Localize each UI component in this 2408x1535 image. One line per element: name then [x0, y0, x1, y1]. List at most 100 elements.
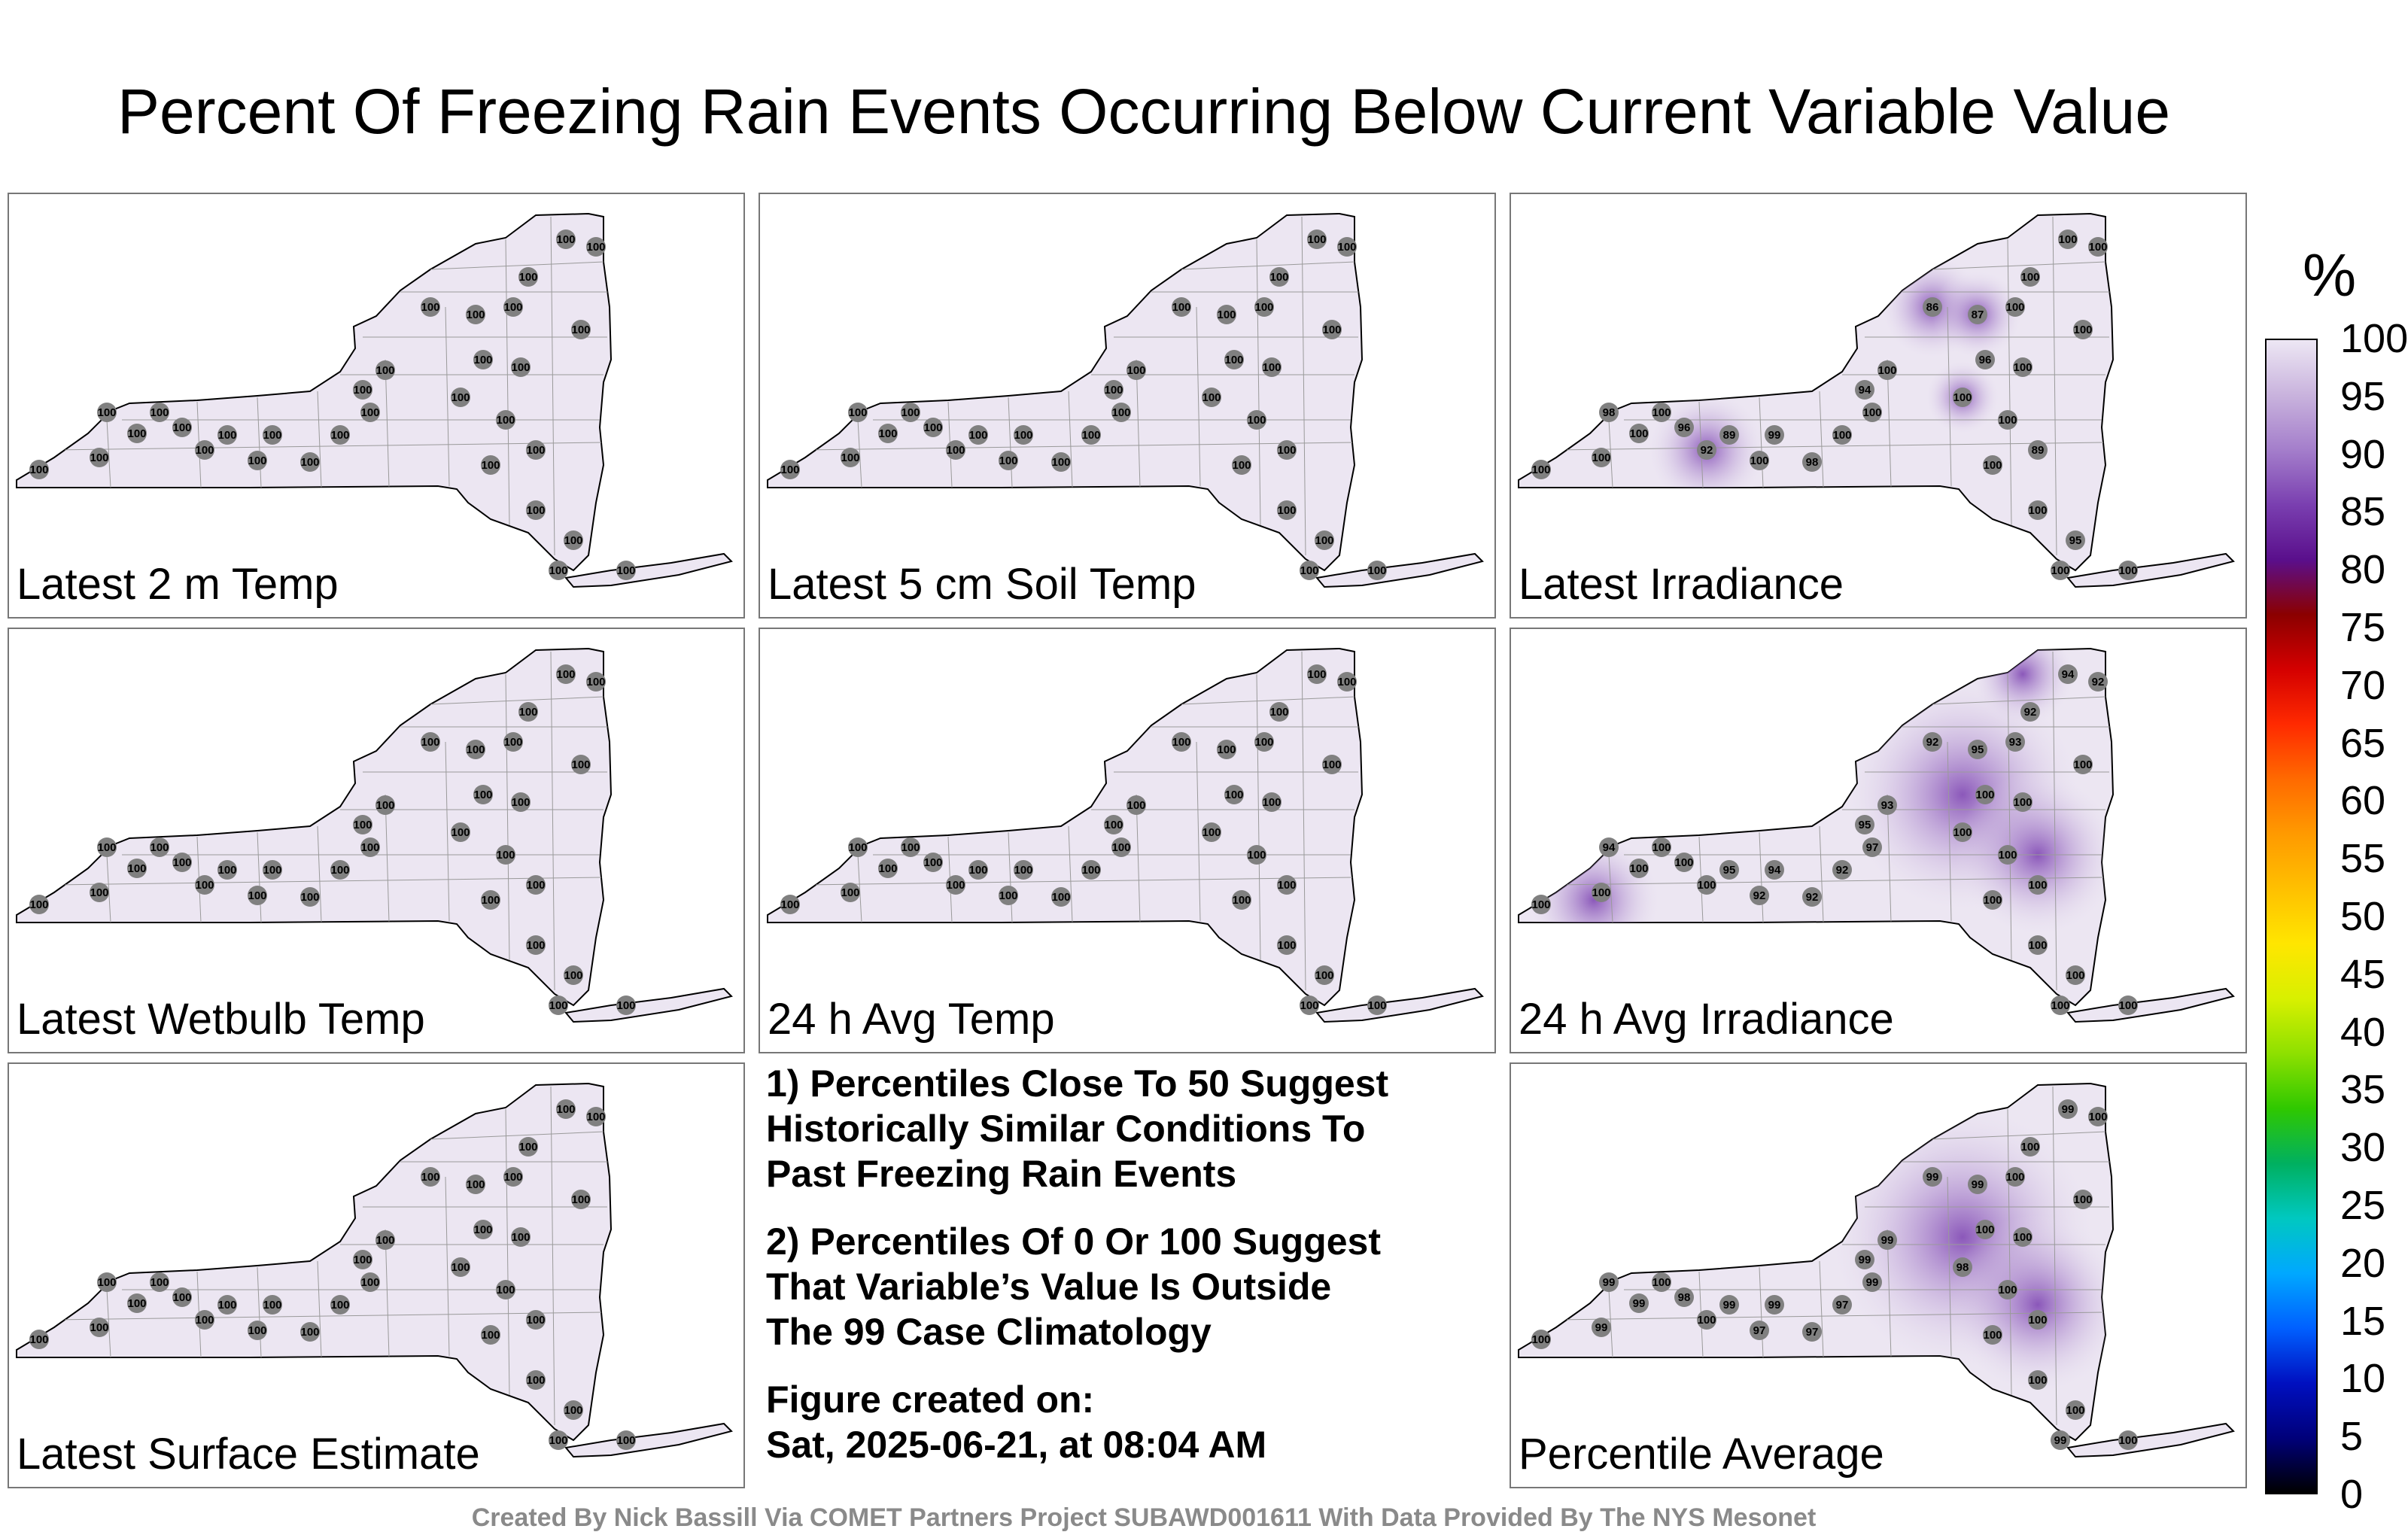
station-value: 100 [1307, 668, 1326, 681]
station-dot [1832, 860, 1852, 880]
station-marker: 100 [1104, 380, 1123, 400]
county-boundary [430, 696, 604, 705]
station-dot [946, 875, 965, 895]
county-boundary [53, 442, 604, 451]
station-marker: 100 [300, 452, 320, 472]
station-value: 100 [1367, 999, 1386, 1012]
station-marker: 100 [217, 1295, 237, 1315]
station-marker: 100 [90, 448, 109, 467]
station-marker: 100 [375, 795, 395, 815]
station-value: 100 [360, 841, 379, 854]
station-dot [375, 360, 395, 380]
station-value: 95 [1972, 743, 1984, 756]
station-value: 100 [1224, 354, 1243, 366]
station-dot [1224, 785, 1244, 804]
station-dot [375, 1230, 395, 1250]
station-marker: 100 [1247, 410, 1266, 430]
station-marker: 87 [1968, 305, 1987, 324]
station-marker: 98 [1599, 403, 1619, 422]
station-marker: 100 [127, 424, 147, 443]
station-marker: 100 [848, 403, 868, 422]
notes-block: 1) Percentiles Close To 50 Suggest Histo… [766, 1061, 1488, 1490]
note-line: Historically Similar Conditions To [766, 1108, 1366, 1150]
station-dot [549, 561, 568, 580]
station-value: 100 [780, 464, 799, 476]
station-dot [564, 965, 583, 985]
station-marker: 89 [1719, 425, 1739, 445]
station-dot [526, 1310, 546, 1330]
station-value: 100 [1998, 849, 2017, 862]
station-dot [2028, 1310, 2048, 1330]
station-value: 100 [2028, 1314, 2047, 1327]
station-dot [968, 860, 988, 880]
county-boundary [385, 359, 390, 488]
station-value: 100 [195, 444, 214, 457]
long-island-outline [1315, 987, 1484, 1023]
station-dot [1802, 1322, 1822, 1342]
station-marker: 100 [1277, 935, 1297, 955]
station-marker: 100 [90, 883, 109, 902]
station-dot [2058, 1099, 2078, 1119]
station-marker: 100 [90, 1318, 109, 1337]
station-dot [29, 460, 49, 479]
station-dot [1923, 1167, 1942, 1187]
station-marker: 100 [2088, 1107, 2108, 1126]
station-dot [2028, 500, 2048, 520]
station-value: 100 [1126, 364, 1145, 377]
station-value: 100 [1217, 743, 1236, 756]
station-value: 100 [375, 1234, 394, 1247]
station-dot [1111, 403, 1131, 422]
station-dot [526, 440, 546, 460]
station-marker: 100 [330, 860, 350, 880]
station-value: 100 [1697, 879, 1716, 892]
county-boundary [1608, 419, 1613, 488]
station-value: 100 [353, 384, 372, 397]
county-boundary [1181, 696, 1355, 705]
station-marker: 100 [968, 425, 988, 445]
map-panel: 100 98 100 100 100 96 92 89 99 100 98 100 100 94 100 86… [1510, 193, 2247, 619]
station-dot [968, 425, 988, 445]
station-value: 97 [1753, 1324, 1766, 1337]
station-dot [923, 853, 943, 872]
station-dot [1277, 875, 1297, 895]
station-marker: 99 [1765, 1295, 1784, 1315]
station-marker: 100 [841, 448, 860, 467]
station-value: 100 [999, 454, 1017, 467]
station-marker: 100 [1300, 561, 1319, 580]
county-boundary [257, 831, 262, 923]
station-value: 97 [1836, 1299, 1849, 1312]
station-dot [1531, 460, 1551, 479]
station-value: 100 [1998, 414, 2017, 427]
station-value: 100 [1983, 894, 2002, 907]
county-boundary [1136, 794, 1141, 923]
station-marker: 100 [473, 785, 493, 804]
station-dot [248, 451, 267, 470]
station-value: 95 [1723, 864, 1736, 877]
station-marker: 100 [1307, 664, 1327, 684]
station-dot [97, 403, 117, 422]
station-marker: 100 [1953, 822, 1972, 842]
station-marker: 100 [2066, 965, 2085, 985]
station-value: 100 [1202, 826, 1221, 839]
station-dot [1855, 380, 1874, 400]
county-boundary [550, 651, 555, 991]
station-value: 100 [90, 1321, 108, 1334]
created-label: Figure created on: [766, 1378, 1095, 1421]
station-dot [1998, 1280, 2017, 1299]
station-marker: 100 [195, 440, 214, 460]
station-dot [946, 440, 965, 460]
station-dot [1802, 887, 1822, 907]
station-dot [556, 1099, 576, 1119]
station-value: 100 [172, 856, 191, 869]
station-dot [1322, 320, 1342, 339]
station-marker: 100 [503, 297, 523, 317]
panel-label: Latest 5 cm Soil Temp [768, 560, 1196, 609]
station-marker: 100 [1202, 388, 1221, 407]
station-dot [878, 859, 898, 878]
station-value: 100 [195, 1314, 214, 1327]
station-marker: 97 [1802, 1322, 1822, 1342]
county-boundary [857, 419, 862, 488]
station-dot [1202, 388, 1221, 407]
station-dot [195, 1310, 214, 1330]
station-dot [1300, 561, 1319, 580]
